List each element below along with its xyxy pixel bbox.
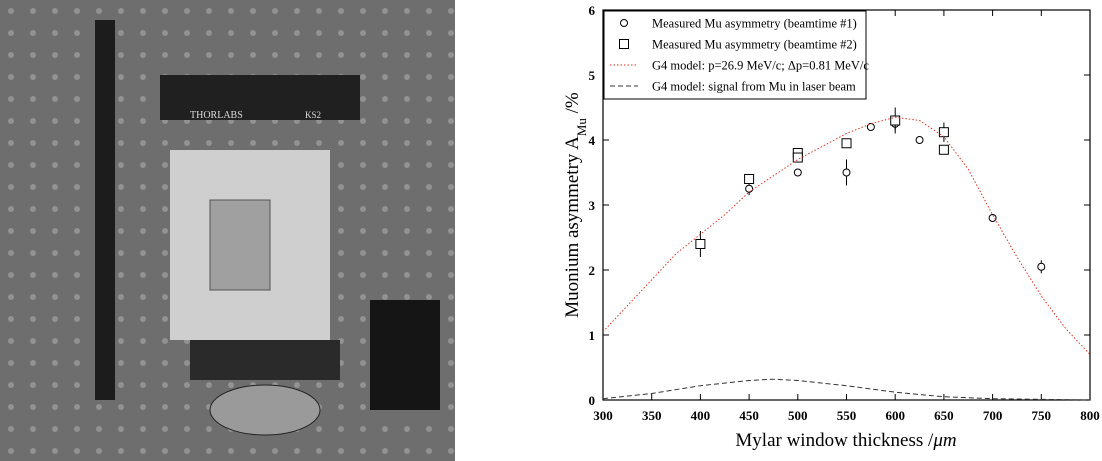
marker [842, 168, 851, 177]
photo-lens [209, 384, 321, 436]
marker [745, 184, 754, 193]
x-tick-label: 800 [1080, 408, 1100, 423]
legend-label: G4 model: signal from Mu in laser beam [652, 80, 856, 94]
x-tick-label: 400 [691, 408, 711, 423]
x-axis-label: Mylar window thickness /μm [735, 430, 956, 451]
photo-base [190, 340, 340, 380]
x-tick-label: 600 [885, 408, 905, 423]
y-axis-label: Muonium asymmetry AMu /% [562, 92, 589, 318]
x-tick-label: 300 [593, 408, 613, 423]
legend-symbol [619, 39, 629, 49]
photo-window [209, 199, 271, 291]
photo-label: KS2 [305, 110, 321, 120]
marker [988, 214, 997, 222]
legend-label: G4 model: p=26.9 MeV/c; Δp=0.81 MeV/c [652, 59, 869, 73]
y-tick-label: 4 [589, 133, 596, 148]
photo-label: THORLABS [190, 110, 243, 121]
legend-label: Measured Mu asymmetry (beamtime #2) [652, 38, 857, 52]
marker [915, 136, 924, 144]
marker [695, 239, 706, 249]
model-line [602, 116, 1091, 355]
photo-detector [370, 300, 440, 410]
marker [792, 152, 803, 163]
x-tick-label: 350 [642, 408, 662, 423]
marker [744, 174, 755, 184]
marker [793, 168, 802, 177]
y-tick-label: 6 [589, 3, 596, 18]
y-axis-label-text: Muonium asymmetry A [562, 136, 583, 318]
x-tick-label: 700 [983, 408, 1003, 423]
y-tick-label: 5 [589, 68, 596, 83]
marker [890, 115, 901, 126]
photo-mount [160, 75, 360, 120]
x-tick-label: 450 [739, 408, 759, 423]
x-tick-label: 550 [837, 408, 857, 423]
x-tick-label: 750 [1032, 408, 1052, 423]
legend-symbol [620, 19, 628, 27]
legend-box [603, 10, 867, 100]
x-tick-label: 650 [934, 408, 954, 423]
y-axis-label-suffix: /% [562, 92, 583, 118]
y-tick-label: 0 [589, 393, 596, 408]
marker [938, 144, 949, 155]
marker [1037, 262, 1046, 271]
y-tick-label: 3 [589, 198, 596, 213]
photo-post [95, 20, 115, 400]
model-line [602, 378, 1091, 401]
y-axis-label-sub: Mu [574, 118, 589, 137]
x-axis-label-unit: μm [932, 430, 956, 451]
marker [866, 123, 875, 131]
legend-label: Measured Mu asymmetry (beamtime #1) [652, 17, 857, 31]
marker [938, 127, 949, 138]
x-axis-label-text: Mylar window thickness / [735, 430, 934, 451]
marker [841, 138, 852, 149]
y-tick-label: 2 [589, 263, 596, 278]
x-tick-label: 500 [788, 408, 808, 423]
photo: THORLABS KS2 [0, 0, 455, 461]
y-tick-label: 1 [589, 328, 596, 343]
